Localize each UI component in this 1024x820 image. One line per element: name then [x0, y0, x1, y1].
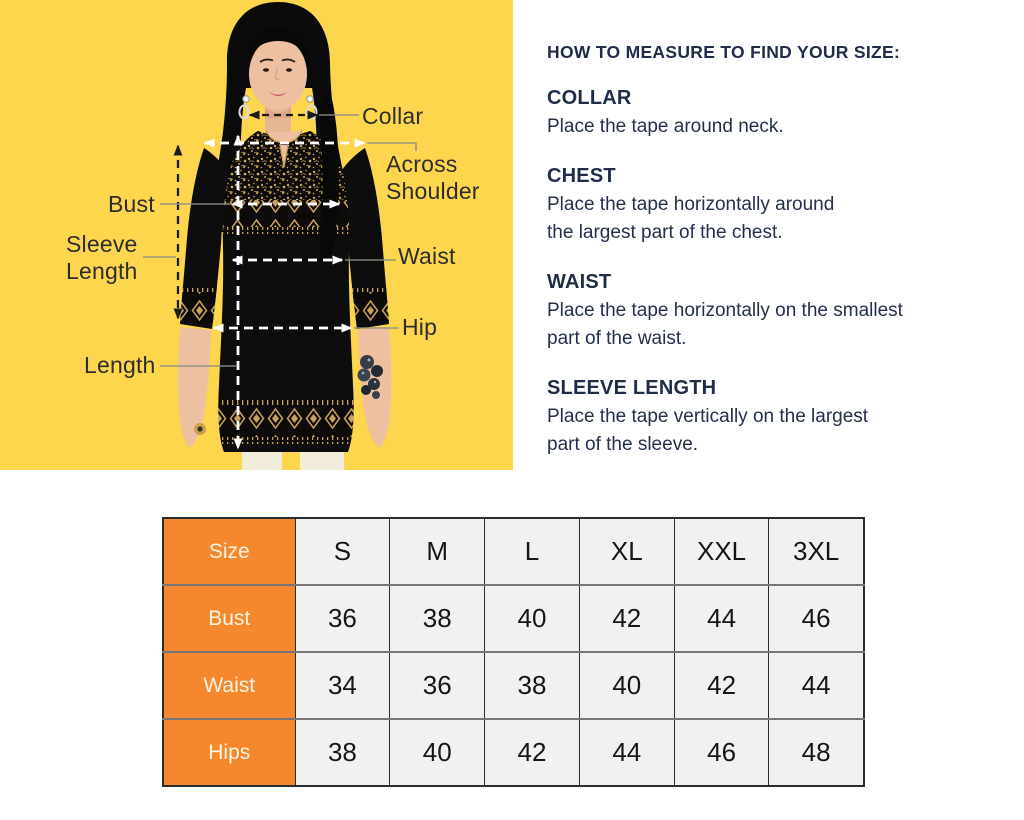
bust-value: 44: [673, 584, 769, 652]
hips-value: 38: [294, 718, 390, 786]
section-body: Place the tape horizontally around the l…: [547, 194, 835, 243]
section-heading: COLLAR: [547, 87, 632, 109]
bust-label: Bust: [108, 191, 155, 217]
section-heading: CHEST: [547, 165, 616, 187]
earring-right: [306, 95, 314, 103]
row-label-waist: Waist: [163, 651, 295, 719]
section-body: Place the tape horizontally on the small…: [547, 300, 903, 349]
earring-left: [242, 95, 250, 103]
waist-value: 36: [389, 651, 485, 719]
instruction-section-waist: WAIST Place the tape horizontally on the…: [547, 271, 1017, 353]
hips-value: 48: [768, 718, 864, 786]
bracelet: [357, 355, 383, 399]
hips-value: 42: [484, 718, 580, 786]
hips-row: Hips 38 40 42 44 46 48: [163, 718, 864, 786]
hips-value: 46: [673, 718, 769, 786]
section-heading: SLEEVE LENGTH: [547, 377, 717, 399]
hair-back: [209, 2, 348, 232]
size-header-xl: XL: [578, 518, 675, 585]
size-header-3xl: 3XL: [768, 518, 864, 585]
hips-value: 44: [578, 718, 675, 786]
instruction-section-sleeve: SLEEVE LENGTH Place the tape vertically …: [547, 377, 1017, 459]
sleeve-left: [180, 148, 229, 329]
face: [249, 38, 307, 110]
size-header-xxl: XXL: [673, 518, 769, 585]
size-header-s: S: [294, 518, 390, 585]
lips: [269, 92, 287, 96]
waist-value: 42: [673, 651, 769, 719]
row-label-bust: Bust: [163, 584, 295, 652]
sleeve-length-label: Sleeve Length: [66, 231, 138, 284]
section-body: Place the tape around neck.: [547, 116, 784, 137]
hips-value: 40: [389, 718, 485, 786]
waist-value: 44: [768, 651, 864, 719]
leg-left: [242, 452, 282, 470]
section-heading: WAIST: [547, 271, 612, 293]
size-col-header: Size: [163, 518, 295, 585]
bust-value: 36: [294, 584, 390, 652]
gold-cuffs: [180, 286, 389, 322]
instruction-section-collar: COLLAR Place the tape around neck.: [547, 87, 1017, 141]
measure-instructions: HOW TO MEASURE TO FIND YOUR SIZE: COLLAR…: [547, 42, 1017, 483]
bust-value: 46: [768, 584, 864, 652]
waist-value: 34: [294, 651, 390, 719]
bust-row: Bust 36 38 40 42 44 46: [163, 584, 864, 652]
leg-right: [300, 452, 344, 470]
waist-label: Waist: [398, 243, 456, 269]
across-shoulder-label: Across Shoulder: [386, 151, 480, 204]
length-label: Length: [84, 352, 156, 378]
instruction-section-chest: CHEST Place the tape horizontally around…: [547, 165, 1017, 247]
waist-value: 38: [484, 651, 580, 719]
sleeve-right: [340, 148, 389, 329]
size-chart-table: Size S M L XL XXL 3XL Bust 36 38 40 42 4…: [162, 517, 865, 787]
size-header-row: Size S M L XL XXL 3XL: [163, 518, 864, 585]
label-connectors: [143, 114, 417, 367]
size-header-l: L: [484, 518, 580, 585]
collar-label: Collar: [362, 103, 424, 129]
section-body: Place the tape vertically on the largest…: [547, 406, 869, 455]
waist-row: Waist 34 36 38 40 42 44: [163, 651, 864, 719]
hip-label: Hip: [402, 314, 438, 340]
size-header-m: M: [389, 518, 485, 585]
measurement-lines: [173, 110, 366, 450]
hair-strand-front: [319, 90, 339, 258]
model-measurement-figure: [0, 0, 513, 470]
hair-fringe: [246, 27, 310, 66]
bust-value: 42: [578, 584, 675, 652]
bust-value: 38: [389, 584, 485, 652]
row-label-hips: Hips: [163, 718, 295, 786]
bust-value: 40: [484, 584, 580, 652]
hand-left: [177, 327, 211, 448]
instructions-title: HOW TO MEASURE TO FIND YOUR SIZE:: [547, 42, 901, 62]
size-diagram-panel: Collar Across Shoulder Bust Sleeve Lengt…: [0, 0, 513, 470]
size-chart: Size S M L XL XXL 3XL Bust 36 38 40 42 4…: [162, 517, 865, 787]
waist-value: 40: [578, 651, 675, 719]
